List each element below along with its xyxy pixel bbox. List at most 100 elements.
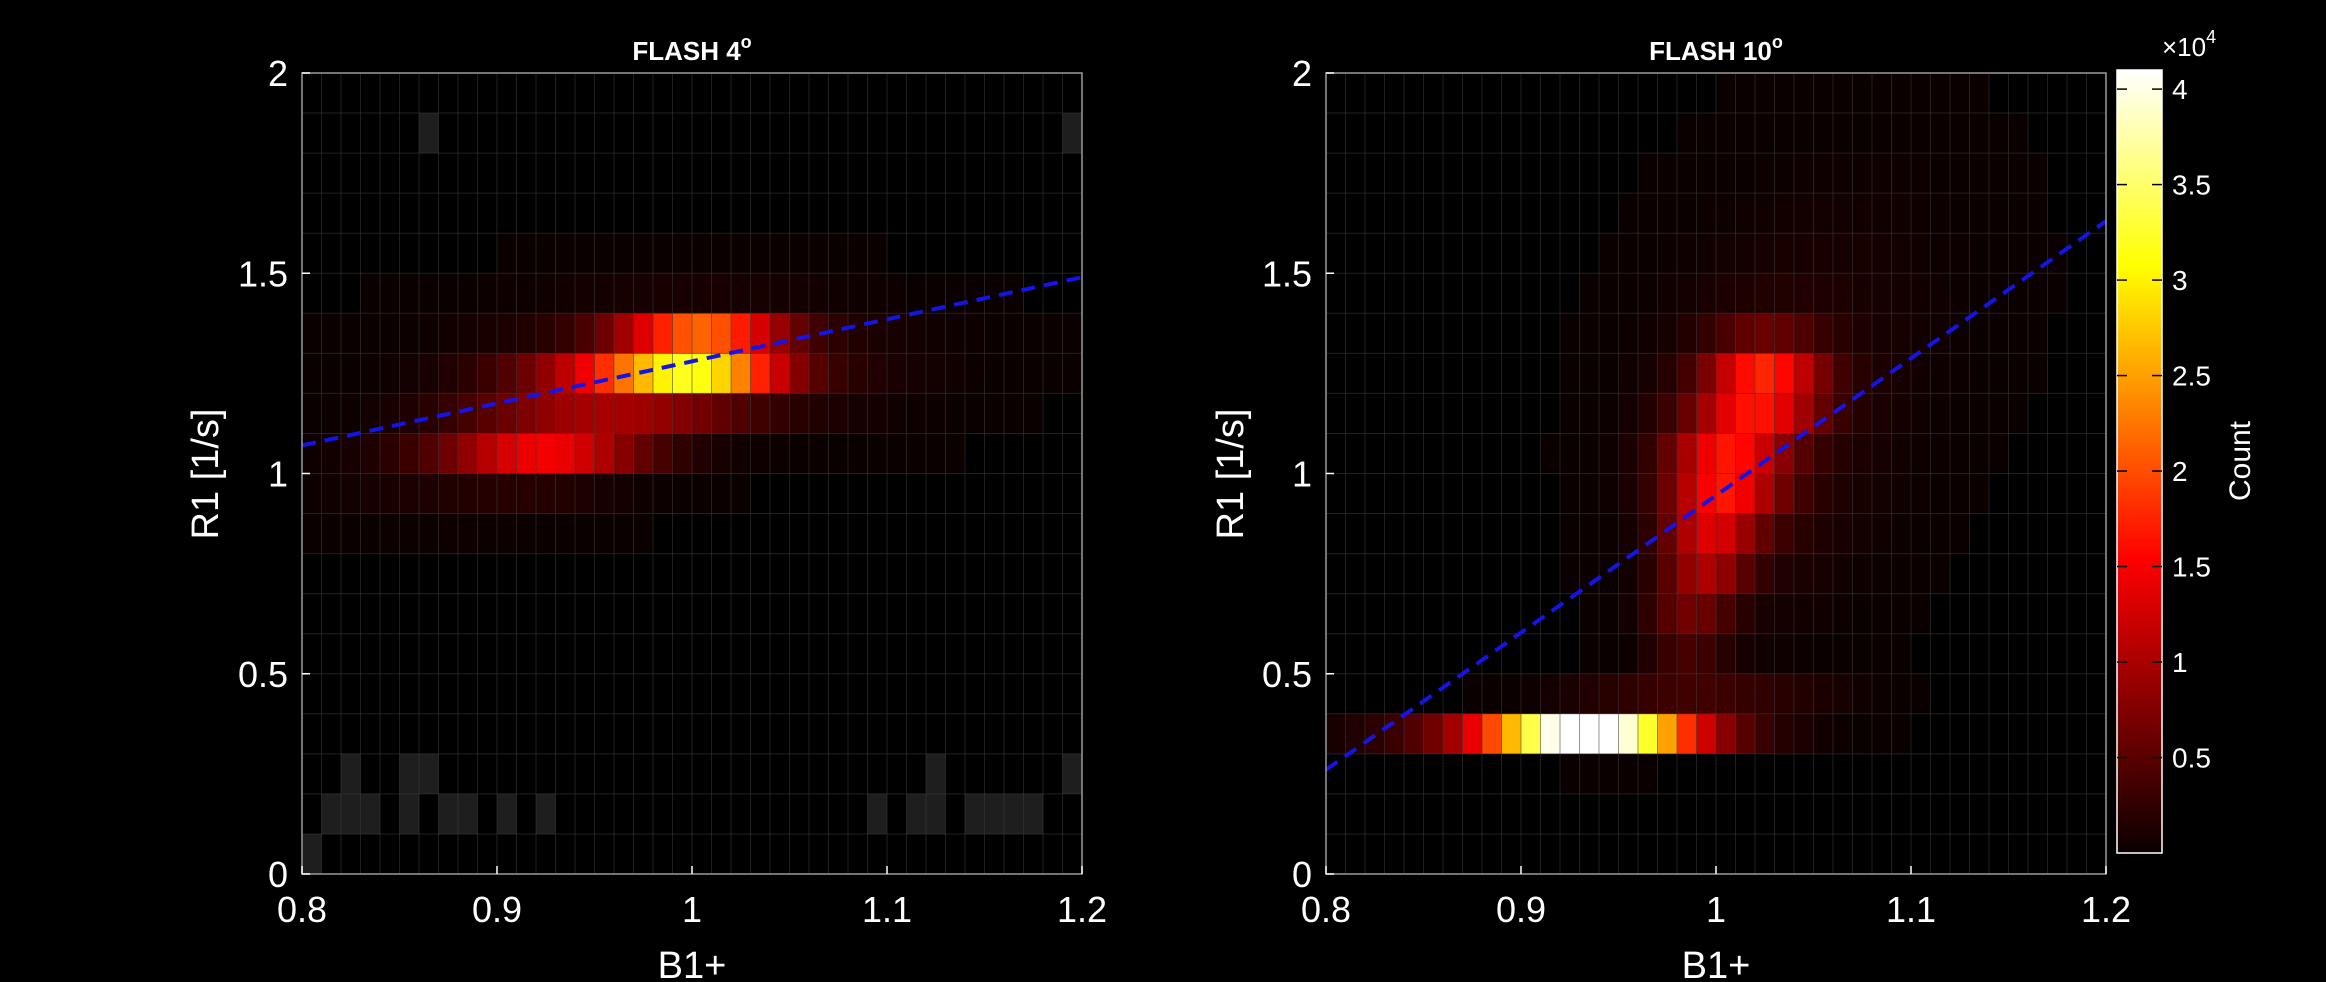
heatmap-cell — [1755, 673, 1775, 714]
heatmap-cell — [458, 433, 478, 474]
heatmap-cell — [399, 313, 419, 354]
heatmap-cell — [1735, 433, 1755, 474]
heatmap-cell — [1774, 433, 1794, 474]
heatmap-cell — [1540, 713, 1560, 754]
heatmap-cell — [653, 433, 673, 474]
heatmap-cell — [536, 473, 556, 514]
heatmap-cell — [1794, 513, 1814, 554]
heatmap-cell — [1930, 73, 1950, 114]
heatmap-cell — [536, 793, 556, 834]
heatmap-cell — [555, 393, 575, 434]
heatmap-cell — [1638, 553, 1658, 594]
heatmap-cell — [1950, 313, 1970, 354]
heatmap-cell — [692, 393, 712, 434]
heatmap-cell — [1540, 673, 1560, 714]
heatmap-cell — [458, 393, 478, 434]
heatmap-cell — [497, 473, 517, 514]
panel-1-ylabel: R1 [1/s] — [185, 409, 227, 540]
heatmap-cell — [1716, 193, 1736, 234]
heatmap-cell — [1911, 673, 1931, 714]
heatmap-cell — [1657, 633, 1677, 674]
heatmap-cell — [1657, 473, 1677, 514]
heatmap-cell — [341, 353, 361, 394]
heatmap-cell — [926, 753, 946, 794]
heatmap-cell — [1677, 633, 1697, 674]
colorbar-tick-label: 3 — [2172, 265, 2188, 296]
heatmap-cell — [1618, 353, 1638, 394]
heatmap-cell — [1852, 553, 1872, 594]
heatmap-cell — [594, 233, 614, 274]
heatmap-cell — [1930, 273, 1950, 314]
heatmap-cell — [633, 473, 653, 514]
heatmap-cell — [1755, 553, 1775, 594]
heatmap-cell — [614, 473, 634, 514]
heatmap-cell — [1618, 473, 1638, 514]
heatmap-cell — [1004, 393, 1024, 434]
heatmap-cell — [1638, 633, 1658, 674]
heatmap-cell — [1930, 113, 1950, 154]
heatmap-cell — [1462, 673, 1482, 714]
heatmap-cell — [1950, 473, 1970, 514]
heatmap-cell — [770, 233, 790, 274]
heatmap-cell — [536, 433, 556, 474]
heatmap-cell — [1852, 193, 1872, 234]
heatmap-cell — [1735, 313, 1755, 354]
heatmap-cell — [1911, 513, 1931, 554]
y-tick-label: 0 — [1292, 854, 1312, 895]
heatmap-cell — [1852, 313, 1872, 354]
heatmap-cell — [731, 393, 751, 434]
heatmap-cell — [1657, 393, 1677, 434]
heatmap-cell — [750, 233, 770, 274]
heatmap-cell — [1326, 713, 1346, 754]
heatmap-cell — [1852, 433, 1872, 474]
heatmap-cell — [1579, 273, 1599, 314]
heatmap-cell — [1969, 313, 1989, 354]
heatmap-cell — [1618, 753, 1638, 794]
heatmap-cell — [1599, 753, 1619, 794]
heatmap-cell — [1989, 313, 2009, 354]
heatmap-cell — [711, 473, 731, 514]
heatmap-cell — [2008, 313, 2028, 354]
heatmap-cell — [341, 513, 361, 554]
heatmap-cell — [594, 353, 614, 394]
heatmap-cell — [1833, 273, 1853, 314]
heatmap-cell — [828, 273, 848, 314]
heatmap-cell — [1599, 473, 1619, 514]
heatmap-cell — [1735, 73, 1755, 114]
heatmap-cell — [1638, 273, 1658, 314]
heatmap-cell — [633, 233, 653, 274]
heatmap-cell — [1774, 313, 1794, 354]
panel-1-fit-line-group — [301, 275, 1083, 448]
heatmap-cell — [1755, 73, 1775, 114]
heatmap-cell — [1657, 513, 1677, 554]
heatmap-cell — [828, 233, 848, 274]
heatmap-cell — [555, 233, 575, 274]
heatmap-cell — [321, 793, 341, 834]
heatmap-cell — [1501, 713, 1521, 754]
heatmap-cell — [1891, 593, 1911, 634]
heatmap-cell — [1911, 473, 1931, 514]
heatmap-cell — [1696, 673, 1716, 714]
heatmap-cell — [1735, 153, 1755, 194]
heatmap-cell — [1023, 393, 1043, 434]
heatmap-cell — [1677, 233, 1697, 274]
heatmap-cell — [906, 433, 926, 474]
heatmap-cell — [1638, 193, 1658, 234]
heatmap-cell — [477, 353, 497, 394]
heatmap-cell — [321, 513, 341, 554]
heatmap-cell — [1794, 553, 1814, 594]
heatmap-cell — [1579, 673, 1599, 714]
heatmap-cell — [1930, 473, 1950, 514]
heatmap-cell — [1911, 153, 1931, 194]
heatmap-cell — [1911, 393, 1931, 434]
heatmap-cell — [653, 273, 673, 314]
heatmap-cell — [302, 833, 322, 874]
heatmap-cell — [1716, 553, 1736, 594]
y-tick-label: 0.5 — [238, 654, 288, 695]
panel-1-tick-labels: 0.8 0.9 1 1.1 1.2 0 0.5 1 1.5 2 — [238, 53, 1107, 930]
heatmap-cell — [477, 513, 497, 554]
heatmap-cell — [1833, 473, 1853, 514]
heatmap-cell — [887, 393, 907, 434]
heatmap-cell — [1599, 393, 1619, 434]
heatmap-cell — [1989, 233, 2009, 274]
